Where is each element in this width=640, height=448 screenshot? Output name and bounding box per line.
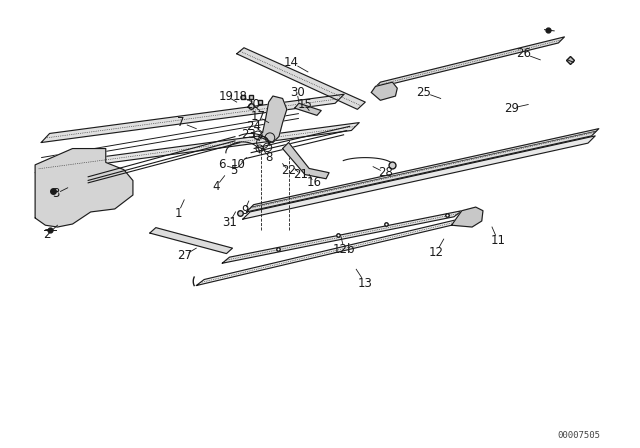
Text: 21: 21 — [293, 168, 308, 181]
Polygon shape — [237, 48, 365, 109]
Text: 31: 31 — [222, 216, 237, 229]
Text: 19: 19 — [219, 90, 234, 103]
Text: 5: 5 — [230, 164, 238, 177]
Text: 30: 30 — [290, 86, 305, 99]
Polygon shape — [246, 129, 599, 212]
Text: 25: 25 — [417, 86, 431, 99]
Polygon shape — [294, 103, 321, 116]
Polygon shape — [222, 211, 462, 263]
Text: 14: 14 — [284, 56, 298, 69]
Text: 8: 8 — [265, 151, 273, 164]
Polygon shape — [243, 136, 595, 219]
Polygon shape — [196, 219, 459, 285]
Text: 18: 18 — [233, 90, 248, 103]
Polygon shape — [452, 207, 483, 227]
Text: 1: 1 — [175, 207, 182, 220]
Text: 29: 29 — [504, 102, 520, 115]
Polygon shape — [374, 37, 564, 88]
Text: 6: 6 — [218, 158, 226, 171]
Text: 2: 2 — [44, 228, 51, 241]
Polygon shape — [259, 96, 287, 142]
Polygon shape — [283, 142, 329, 179]
Text: 26: 26 — [516, 47, 531, 60]
Text: 13: 13 — [358, 277, 372, 290]
Text: 16: 16 — [307, 177, 321, 190]
Text: 12: 12 — [428, 246, 444, 259]
Polygon shape — [35, 123, 359, 172]
Text: 20: 20 — [245, 98, 260, 111]
Polygon shape — [150, 228, 232, 254]
Text: 7: 7 — [177, 116, 185, 129]
Text: 9: 9 — [241, 204, 248, 217]
Polygon shape — [35, 149, 133, 227]
Text: 23: 23 — [241, 128, 256, 141]
Text: 27: 27 — [177, 249, 192, 262]
Text: 4: 4 — [212, 180, 220, 193]
Text: 3: 3 — [52, 187, 60, 200]
Text: 10: 10 — [231, 158, 246, 171]
Text: 17: 17 — [251, 110, 266, 123]
Text: 22: 22 — [281, 164, 296, 177]
Text: 28: 28 — [378, 166, 392, 179]
Text: 00007505: 00007505 — [557, 431, 601, 440]
Text: 12b: 12b — [333, 243, 355, 256]
Polygon shape — [41, 94, 344, 142]
Text: 15: 15 — [298, 98, 312, 111]
Text: 11: 11 — [490, 234, 506, 247]
Polygon shape — [371, 82, 397, 100]
Text: 24: 24 — [246, 120, 261, 133]
